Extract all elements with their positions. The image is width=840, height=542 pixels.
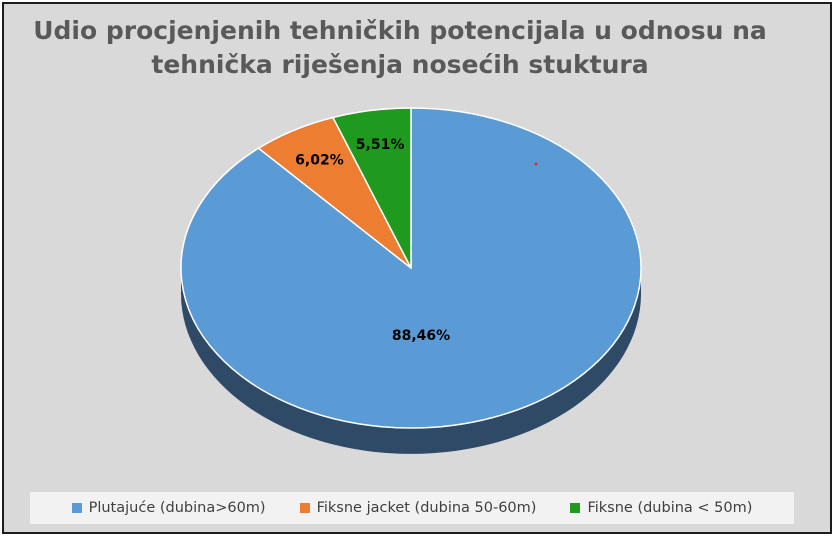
chart-legend: Plutajuće (dubina>60m) Fiksne jacket (du… <box>30 492 794 524</box>
legend-label-plutajuce: Plutajuće (dubina>60m) <box>88 500 266 516</box>
stray-dot <box>534 162 538 166</box>
legend-label-fiksne: Fiksne (dubina < 50m) <box>587 500 753 516</box>
pie-data-label-1: 6,02% <box>295 153 344 169</box>
chart-title-line-1: Udio procjenjenih tehničkih potencijala … <box>33 16 767 45</box>
legend-item-fiksne-jacket: Fiksne jacket (dubina 50-60m) <box>299 500 537 516</box>
legend-swatch-fiksne <box>570 503 581 513</box>
legend-swatch-fiksne-jacket <box>299 503 310 513</box>
pie-slice-2 <box>331 107 412 269</box>
legend-label-fiksne-jacket: Fiksne jacket (dubina 50-60m) <box>316 500 537 516</box>
pie-data-label-0: 88,46% <box>392 328 450 344</box>
legend-item-plutajuce: Plutajuće (dubina>60m) <box>71 500 266 516</box>
legend-item-fiksne: Fiksne (dubina < 50m) <box>570 500 752 516</box>
legend-swatch-plutajuce <box>71 503 82 513</box>
pie-side-0 <box>181 268 641 454</box>
pie-data-label-2: 5,51% <box>356 137 405 153</box>
chart-title-line-2: tehnička riješenja nosećih stuktura <box>151 50 649 79</box>
chart-title: Udio procjenjenih tehničkih potencijala … <box>0 14 800 82</box>
